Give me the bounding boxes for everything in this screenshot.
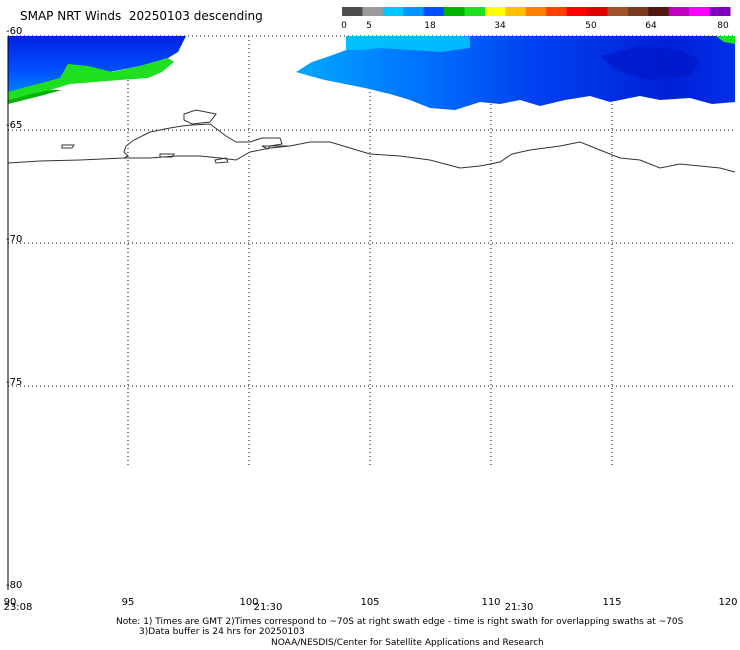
- colorbar-segment: [423, 7, 445, 16]
- colorbar-tick: 80: [717, 21, 729, 31]
- colorbar-segment: [648, 7, 670, 16]
- colorbar-segment: [342, 7, 363, 16]
- wind-swath-right: [296, 36, 735, 110]
- antarctic-coastline: [7, 109, 736, 173]
- wind-swath-left: [8, 36, 186, 104]
- longitude-label: 90: [3, 597, 17, 608]
- longitude-label: 115: [602, 597, 622, 608]
- colorbar-segment: [566, 7, 588, 16]
- colorbar-segment: [689, 7, 711, 16]
- latitude-label: -80: [6, 580, 23, 591]
- colorbar-segment: [505, 7, 527, 16]
- credit-line: NOAA/NESDIS/Center for Satellite Applica…: [271, 638, 544, 648]
- graticule: [8, 35, 735, 465]
- colorbar-tick: 34: [494, 21, 506, 31]
- latitude-label: -65: [6, 120, 23, 131]
- latitude-label: -75: [6, 377, 23, 388]
- colorbar-segment: [587, 7, 608, 16]
- map-title: SMAP NRT Winds 20250103 descending: [20, 9, 263, 23]
- longitude-label: 100: [239, 597, 259, 608]
- swath-time-label: 23:08: [3, 602, 33, 613]
- swath-time-label: 21:30: [253, 602, 283, 613]
- colorbar-segment: [546, 7, 568, 16]
- colorbar-tick: 50: [585, 21, 597, 31]
- longitude-label: 120: [718, 597, 738, 608]
- colorbar-segment: [403, 7, 425, 16]
- colorbar-segment: [444, 7, 466, 16]
- swath-time-label: 21:30: [504, 602, 534, 613]
- colorbar-segment: [627, 7, 649, 16]
- note-line-1: Note: 1) Times are GMT 2)Times correspon…: [116, 617, 684, 627]
- colorbar-segment: [607, 7, 629, 16]
- colorbar-segment: [525, 7, 547, 16]
- note-line-2: 3)Data buffer is 24 hrs for 20250103: [139, 627, 305, 637]
- colorbar-tick: 64: [645, 21, 657, 31]
- colorbar-segment: [382, 7, 404, 16]
- longitude-label: 95: [121, 597, 135, 608]
- longitude-label: 105: [360, 597, 380, 608]
- longitude-label: 110: [481, 597, 501, 608]
- colorbar-tick: 5: [366, 21, 372, 31]
- colorbar-tick: 18: [424, 21, 436, 31]
- latitude-label: -60: [6, 26, 23, 37]
- colorbar-segment: [464, 7, 486, 16]
- colorbar-segment: [668, 7, 690, 16]
- latitude-label: -70: [6, 234, 23, 245]
- colorbar-tick: 0: [341, 21, 347, 31]
- colorbar-segment: [362, 7, 384, 16]
- colorbar-segment: [709, 7, 731, 16]
- colorbar: [342, 7, 731, 16]
- colorbar-segment: [484, 7, 506, 16]
